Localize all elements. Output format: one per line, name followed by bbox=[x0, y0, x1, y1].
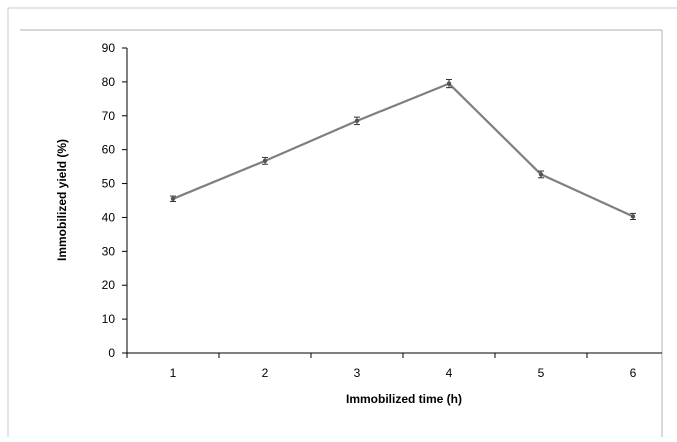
data-point bbox=[262, 158, 268, 164]
data-point bbox=[630, 214, 636, 219]
y-tick-label: 0 bbox=[108, 346, 115, 360]
data-point bbox=[170, 196, 176, 202]
y-tick-label: 20 bbox=[102, 278, 116, 292]
y-tick-label: 40 bbox=[102, 210, 116, 224]
series-line bbox=[172, 82, 634, 218]
y-tick-label: 90 bbox=[102, 41, 116, 55]
x-axis-title: Immobilized time (h) bbox=[346, 392, 462, 406]
y-tick-label: 60 bbox=[102, 143, 116, 157]
x-tick-label: 5 bbox=[538, 366, 545, 380]
y-ticks: 0 10 20 30 40 50 60 70 80 90 bbox=[102, 41, 127, 360]
data-point bbox=[538, 172, 544, 177]
y-tick-label: 10 bbox=[102, 312, 116, 326]
x-tick-label: 6 bbox=[630, 366, 637, 380]
x-tick-label: 3 bbox=[354, 366, 361, 380]
y-axis-title: Immobilized yield (%) bbox=[55, 139, 69, 261]
axes bbox=[126, 48, 662, 354]
y-tick-label: 30 bbox=[102, 244, 116, 258]
y-tick-label: 70 bbox=[102, 109, 116, 123]
x-ticks: 1 2 3 4 5 6 bbox=[126, 353, 637, 380]
data-point bbox=[354, 118, 360, 124]
x-tick-label: 4 bbox=[446, 366, 453, 380]
y-tick-label: 50 bbox=[102, 177, 116, 191]
data-point bbox=[446, 81, 452, 86]
x-tick-label: 1 bbox=[170, 366, 177, 380]
x-tick-label: 2 bbox=[262, 366, 269, 380]
y-tick-label: 80 bbox=[102, 75, 116, 89]
series-layer bbox=[170, 79, 636, 220]
